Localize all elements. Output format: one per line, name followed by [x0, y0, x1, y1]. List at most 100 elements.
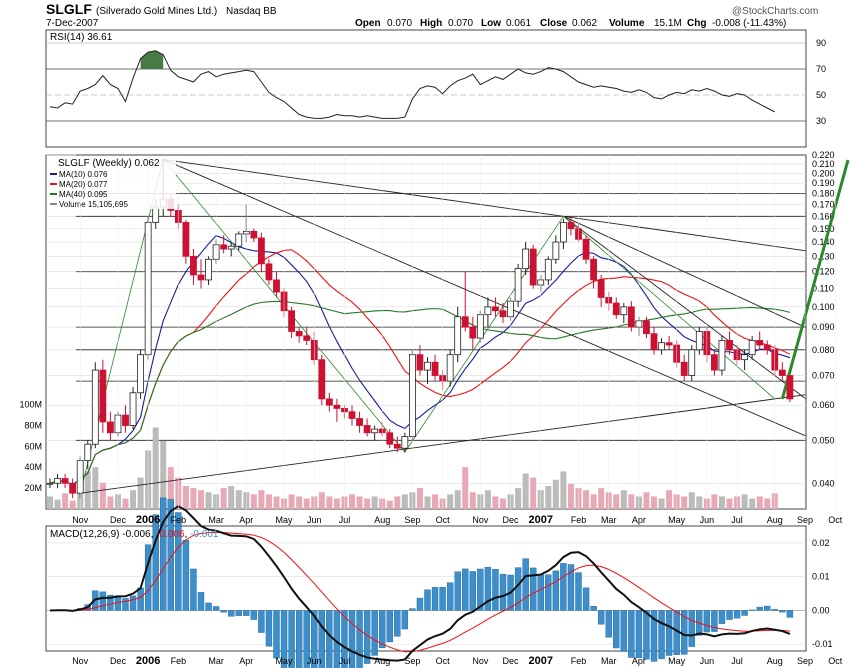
x-axis-label: Jul [339, 515, 351, 525]
high-label: High [420, 18, 442, 29]
macd-x-axis-label: Jul [731, 656, 743, 666]
candle-body [69, 482, 77, 494]
macd-x-axis-label: Jun [307, 656, 322, 666]
legend-entry: MA(20) 0.077 [59, 180, 108, 189]
macd-histogram-bar [129, 595, 137, 611]
company-name: (Silverado Gold Mines Ltd.) [96, 6, 217, 17]
candle-body [522, 248, 530, 269]
macd-tick-label: -0.01 [812, 639, 833, 649]
macd-x-axis-label: May [276, 656, 294, 666]
macd-x-axis-label: Oct [436, 656, 451, 666]
candle-body [597, 279, 605, 298]
candle-body [741, 354, 748, 361]
volume-bar [190, 488, 197, 509]
macd-histogram-bar [167, 499, 175, 611]
volume-bar [462, 467, 469, 509]
candle-body [544, 258, 552, 281]
macd-histogram-bar [258, 610, 265, 633]
candle-body [182, 222, 190, 257]
fan-trendline [163, 159, 807, 437]
volume-bar [643, 492, 650, 509]
macd-x-axis-label: Mar [208, 656, 224, 666]
macd-histogram-bar [530, 567, 537, 611]
chg-value: -0.008 (-11.43%) [712, 18, 786, 29]
candle-body [627, 306, 635, 328]
x-axis-label: Jul [731, 515, 743, 525]
macd-histogram-bar [446, 582, 454, 611]
candle-body [484, 306, 492, 316]
volume-bar [182, 486, 189, 509]
candle-body [514, 268, 522, 302]
candle-body [401, 436, 409, 449]
legend-background [48, 157, 176, 209]
candle-body [567, 222, 575, 230]
macd-histogram-bar [477, 568, 484, 611]
macd-x-axis-label: Sep [797, 656, 813, 666]
macd-histogram-bar [605, 610, 612, 638]
volume-bar [711, 494, 718, 509]
volume-bar [107, 496, 114, 509]
candle-body [325, 398, 333, 406]
macd-histogram-bar [295, 610, 303, 668]
macd-x-axis-label: 2006 [136, 655, 160, 667]
candle-body [695, 331, 703, 351]
volume-bar [303, 498, 310, 509]
volume-bar [364, 498, 371, 509]
candle-body [288, 310, 296, 332]
candle-body [650, 333, 658, 351]
macd-histogram-bar [658, 610, 665, 660]
x-axis-label: Apr [239, 515, 253, 525]
volume-bar [333, 498, 340, 509]
ma40-line [49, 300, 791, 486]
candle-body [552, 241, 560, 260]
volume-bar [424, 496, 431, 509]
rsi-tick-label: 50 [816, 90, 826, 100]
volume-bar [726, 498, 733, 509]
volume-bar [326, 496, 333, 509]
volume-bar [567, 483, 574, 509]
volume-bar [583, 490, 590, 509]
macd-histogram-bar [227, 610, 235, 617]
price-tick-label: 0.060 [812, 400, 835, 410]
candle-body [205, 258, 212, 281]
macd-histogram-bar [484, 567, 492, 611]
candle-body [303, 335, 311, 341]
x-axis-label: Mar [208, 515, 224, 525]
candle-body [363, 425, 371, 434]
volume-bar [273, 496, 280, 509]
volume-value: 15.1M [654, 18, 682, 29]
macd-histogram-bar [416, 597, 424, 611]
price-tick-label: 0.120 [812, 267, 835, 277]
candle-body [446, 354, 454, 382]
macd-histogram-bar [469, 571, 476, 611]
low-value: 0.061 [506, 18, 531, 29]
candle-body [333, 404, 341, 409]
macd-histogram-bar [499, 573, 507, 611]
candle-body [416, 354, 424, 371]
x-axis-label: May [668, 515, 686, 525]
macd-histogram-bar [718, 610, 726, 624]
macd-x-axis-label: Aug [767, 656, 783, 666]
macd-histogram-bar [522, 558, 529, 611]
candle-body [680, 361, 688, 376]
volume-bar [62, 493, 69, 509]
macd-x-axis-label: Mar [601, 656, 617, 666]
candle-body [137, 354, 145, 394]
volume-tick-label: 60M [24, 441, 42, 451]
close-value: 0.062 [572, 18, 597, 29]
candle-body [393, 443, 401, 449]
price-tick-label: 0.140 [812, 237, 835, 247]
macd-x-axis-label: Feb [171, 656, 187, 666]
macd-histogram-bar [764, 605, 771, 611]
candle-body [91, 369, 99, 445]
macd-histogram-bar [545, 574, 552, 611]
macd-histogram-bar [688, 610, 695, 647]
volume-tick-label: 20M [24, 483, 42, 493]
volume-tick-label: 80M [24, 420, 42, 430]
macd-histogram-bar [303, 610, 310, 668]
ma10-line [49, 235, 791, 486]
macd-histogram-bar [567, 564, 575, 611]
low-label: Low [481, 18, 501, 29]
volume-bar [99, 482, 106, 509]
volume-bar [205, 492, 212, 509]
